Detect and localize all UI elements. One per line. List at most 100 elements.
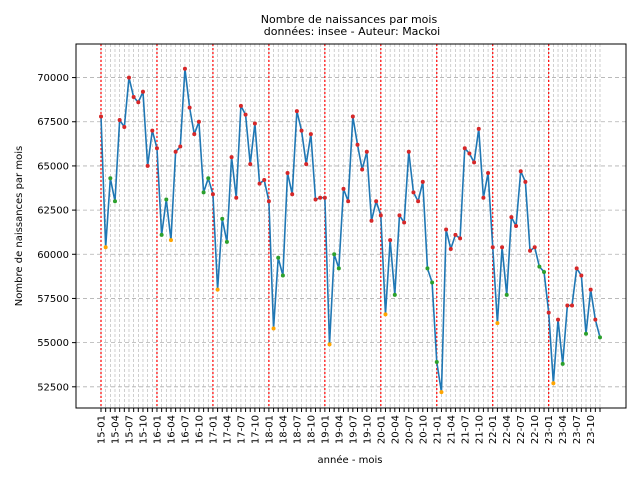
data-point xyxy=(593,317,598,322)
data-point xyxy=(388,238,393,243)
data-point xyxy=(206,176,211,181)
data-point xyxy=(574,266,579,271)
data-point xyxy=(266,199,271,204)
y-tick-label: 52500 xyxy=(37,382,69,393)
data-point xyxy=(369,218,374,223)
data-point xyxy=(308,132,313,137)
data-point xyxy=(346,199,351,204)
data-point xyxy=(108,176,113,181)
data-point xyxy=(416,199,421,204)
data-point xyxy=(159,232,164,237)
data-point xyxy=(224,239,229,244)
data-point xyxy=(304,162,309,167)
data-point xyxy=(299,128,304,133)
data-point xyxy=(122,125,127,130)
data-point xyxy=(280,273,285,278)
data-point xyxy=(341,186,346,191)
year-markers xyxy=(100,44,550,408)
x-tick-label: 16-07 xyxy=(180,415,191,444)
x-tick-label: 17-04 xyxy=(222,415,233,444)
data-point xyxy=(103,245,108,250)
data-point xyxy=(327,342,332,347)
data-point xyxy=(565,303,570,308)
series-layer xyxy=(100,67,601,393)
data-point xyxy=(472,160,477,165)
x-tick-label: 20-01 xyxy=(376,415,387,444)
x-tick-label: 15-01 xyxy=(97,415,108,444)
data-point xyxy=(537,264,542,269)
data-point xyxy=(318,195,323,200)
data-point xyxy=(551,381,556,386)
x-tick-label: 17-01 xyxy=(208,415,219,444)
x-tick-label: 21-07 xyxy=(460,415,471,444)
x-tick-label: 17-10 xyxy=(250,415,261,444)
x-tick-label: 20-07 xyxy=(404,415,415,444)
y-tick-label: 67500 xyxy=(37,117,69,128)
data-point xyxy=(187,105,192,110)
data-point xyxy=(313,197,318,202)
data-point xyxy=(243,112,248,117)
data-point xyxy=(579,273,584,278)
data-point xyxy=(355,142,360,147)
data-point xyxy=(220,216,225,221)
data-point xyxy=(430,280,435,285)
y-tick-label: 65000 xyxy=(37,161,69,172)
x-tick-label: 16-10 xyxy=(194,415,205,444)
x-tick-label: 15-07 xyxy=(124,415,135,444)
x-tick-label: 23-01 xyxy=(544,415,555,444)
x-tick-label: 20-04 xyxy=(390,415,401,444)
data-point xyxy=(467,151,472,156)
data-point xyxy=(99,114,103,119)
x-tick-label: 21-01 xyxy=(432,415,443,444)
data-point xyxy=(462,146,467,151)
data-point xyxy=(145,163,150,168)
data-point xyxy=(560,361,565,366)
x-tick-label: 19-01 xyxy=(320,415,331,444)
data-point xyxy=(234,195,239,200)
data-point xyxy=(504,292,509,297)
data-point xyxy=(570,303,575,308)
data-point xyxy=(598,335,602,340)
x-tick-label: 18-01 xyxy=(264,415,275,444)
x-tick-label: 20-10 xyxy=(418,415,429,444)
x-tick-label: 18-10 xyxy=(306,415,317,444)
data-point xyxy=(154,146,159,151)
data-point xyxy=(420,179,425,184)
x-tick-label: 18-04 xyxy=(278,415,289,444)
data-point xyxy=(481,195,486,200)
x-tick-label: 15-10 xyxy=(138,415,149,444)
data-point xyxy=(444,227,449,232)
data-point xyxy=(434,360,439,365)
data-point xyxy=(262,178,267,183)
x-tick-label: 19-04 xyxy=(334,415,345,444)
data-point xyxy=(411,190,416,195)
y-tick-label: 55000 xyxy=(37,338,69,349)
data-point xyxy=(210,192,215,197)
x-tick-label: 19-10 xyxy=(362,415,373,444)
data-point xyxy=(360,167,365,172)
data-point xyxy=(126,75,131,80)
x-tick-label: 22-07 xyxy=(516,415,527,444)
data-point xyxy=(257,181,262,186)
x-axis: 15-01 15-04 15-07 15-10 16-01 16-04 16-07 16-10… xyxy=(97,408,601,444)
data-point xyxy=(486,170,491,175)
data-point xyxy=(229,155,234,160)
data-point xyxy=(514,224,519,228)
x-tick-label: 16-04 xyxy=(166,415,177,444)
data-point xyxy=(164,197,169,202)
x-tick-label: 23-07 xyxy=(572,415,583,444)
data-point xyxy=(500,245,505,250)
data-point xyxy=(402,220,407,225)
data-point xyxy=(131,95,136,100)
data-point xyxy=(294,109,299,114)
data-point xyxy=(458,236,463,241)
data-point xyxy=(182,66,187,71)
data-point xyxy=(285,170,290,175)
y-axis: 52500 55000 57500 60000 62500 65000 67500 70000 xyxy=(37,73,76,393)
x-tick-label: 21-04 xyxy=(446,415,457,444)
x-tick-label: 22-10 xyxy=(530,415,541,444)
data-point xyxy=(271,326,276,331)
data-point xyxy=(528,248,533,253)
data-point xyxy=(588,287,593,292)
y-tick-label: 70000 xyxy=(37,73,69,84)
